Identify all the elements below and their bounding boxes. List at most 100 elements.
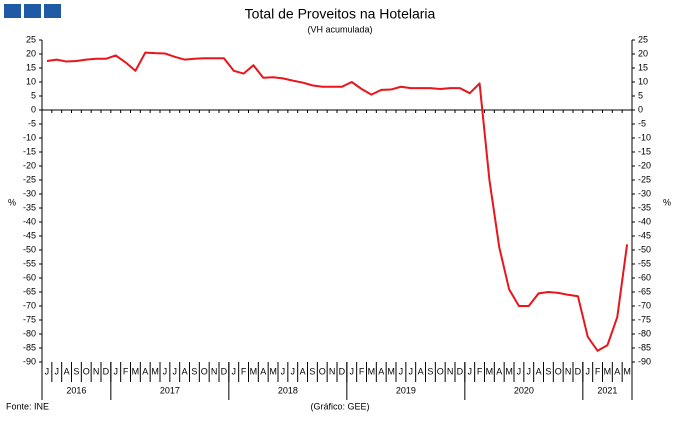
y2-tick-label: -75 <box>638 314 651 324</box>
y-tick-label: 10 <box>26 76 36 86</box>
y2-tick-label: -20 <box>638 160 651 170</box>
y2-tick-label: 25 <box>638 34 648 44</box>
y2-tick-label: -55 <box>638 258 651 268</box>
x-tick-label: A <box>536 366 542 376</box>
y-tick-label: -65 <box>23 286 36 296</box>
chart-subtitle: (VH acumulada) <box>307 24 372 34</box>
x-tick-label: A <box>418 366 424 376</box>
x-tick-label: J <box>163 366 168 376</box>
x-tick-label: M <box>269 366 277 376</box>
y-tick-label: -15 <box>23 146 36 156</box>
y2-axis-label: % <box>663 197 671 207</box>
y2-tick-label: -10 <box>638 132 651 142</box>
x-tick-label: M <box>623 366 631 376</box>
y2-tick-label: -30 <box>638 188 651 198</box>
x-tick-label: J <box>114 366 119 376</box>
logo-square <box>44 4 61 18</box>
credit: (Gráfico: GEE) <box>310 401 369 411</box>
y2-tick-label: -65 <box>638 286 651 296</box>
x-tick-label: F <box>359 366 365 376</box>
x-tick-label: J <box>399 366 404 376</box>
x-tick-label: M <box>604 366 612 376</box>
y-tick-label: -40 <box>23 216 36 226</box>
x-tick-label: M <box>486 366 494 376</box>
x-tick-label: J <box>527 366 532 376</box>
x-tick-label: F <box>477 366 483 376</box>
chart-title: Total de Proveitos na Hotelaria <box>245 6 436 22</box>
y-tick-label: 25 <box>26 34 36 44</box>
y2-tick-label: 20 <box>638 48 648 58</box>
x-tick-label: A <box>182 366 188 376</box>
x-tick-label: D <box>575 366 582 376</box>
x-tick-label: O <box>437 366 444 376</box>
x-tick-label: O <box>83 366 90 376</box>
x-tick-label: F <box>595 366 601 376</box>
year-label: 2019 <box>396 385 416 395</box>
year-label: 2018 <box>278 385 298 395</box>
y-tick-label: -55 <box>23 258 36 268</box>
x-tick-label: D <box>457 366 464 376</box>
y-tick-label: -35 <box>23 202 36 212</box>
x-tick-label: J <box>281 366 286 376</box>
y2-tick-label: -5 <box>638 118 646 128</box>
x-tick-label: M <box>387 366 395 376</box>
y-tick-label: 0 <box>31 104 36 114</box>
y2-tick-label: 5 <box>638 90 643 100</box>
y-axis-label: % <box>8 197 16 207</box>
x-tick-label: J <box>517 366 522 376</box>
x-tick-label: J <box>468 366 473 376</box>
x-tick-label: M <box>151 366 159 376</box>
y2-tick-label: -70 <box>638 300 651 310</box>
x-tick-label: A <box>64 366 70 376</box>
y-tick-label: -90 <box>23 356 36 366</box>
x-tick-label: S <box>427 366 433 376</box>
x-tick-label: N <box>329 366 336 376</box>
x-tick-label: S <box>309 366 315 376</box>
x-tick-label: A <box>614 366 620 376</box>
x-tick-label: A <box>378 366 384 376</box>
logo-square <box>24 4 41 18</box>
y2-tick-label: -45 <box>638 230 651 240</box>
x-tick-label: N <box>447 366 454 376</box>
x-tick-label: N <box>565 366 572 376</box>
source: Fonte: INE <box>6 401 49 411</box>
y2-tick-label: 0 <box>638 104 643 114</box>
x-tick-label: M <box>250 366 258 376</box>
x-tick-label: J <box>291 366 296 376</box>
y2-tick-label: -90 <box>638 356 651 366</box>
x-tick-label: F <box>241 366 247 376</box>
y-tick-label: -50 <box>23 244 36 254</box>
x-tick-label: O <box>319 366 326 376</box>
y-tick-label: -60 <box>23 272 36 282</box>
x-tick-label: F <box>123 366 129 376</box>
x-tick-label: D <box>339 366 346 376</box>
x-tick-label: J <box>409 366 414 376</box>
logo-square <box>4 4 21 18</box>
year-label: 2021 <box>597 385 617 395</box>
x-tick-label: O <box>555 366 562 376</box>
y2-tick-label: -25 <box>638 174 651 184</box>
x-tick-label: S <box>545 366 551 376</box>
y-tick-label: -85 <box>23 342 36 352</box>
y-tick-label: -5 <box>28 118 36 128</box>
y-tick-label: -25 <box>23 174 36 184</box>
x-tick-label: A <box>260 366 266 376</box>
y-tick-label: -20 <box>23 160 36 170</box>
x-tick-label: J <box>45 366 50 376</box>
x-tick-label: M <box>132 366 140 376</box>
y-tick-label: -80 <box>23 328 36 338</box>
x-tick-label: D <box>221 366 228 376</box>
year-label: 2020 <box>514 385 534 395</box>
x-tick-label: A <box>496 366 502 376</box>
x-tick-label: J <box>350 366 355 376</box>
x-tick-label: N <box>93 366 100 376</box>
x-tick-label: M <box>368 366 376 376</box>
y-tick-label: 15 <box>26 62 36 72</box>
y2-tick-label: -80 <box>638 328 651 338</box>
y2-tick-label: -40 <box>638 216 651 226</box>
y2-tick-label: -85 <box>638 342 651 352</box>
y-tick-label: -30 <box>23 188 36 198</box>
y-tick-label: -10 <box>23 132 36 142</box>
x-tick-label: A <box>142 366 148 376</box>
x-tick-label: S <box>191 366 197 376</box>
